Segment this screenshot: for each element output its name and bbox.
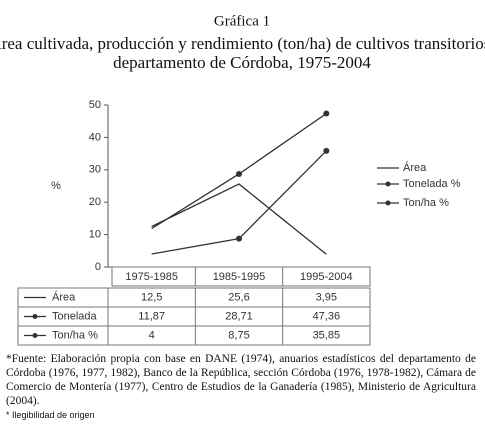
legend-marker xyxy=(32,333,38,338)
table-value: 35,85 xyxy=(313,329,341,341)
y-tick-label: 20 xyxy=(89,196,101,208)
table-value: 28,71 xyxy=(225,310,253,322)
x-tick-label: 1975-1985 xyxy=(125,271,178,283)
legend-marker xyxy=(32,314,38,319)
chart-title: Área cultivada, producción y rendimiento… xyxy=(0,34,485,72)
table-value: 11,87 xyxy=(138,310,165,322)
chart: Gráfica 1 Área cultivada, producción y r… xyxy=(0,13,485,346)
marker xyxy=(323,110,330,117)
table-value: 47,36 xyxy=(313,310,341,322)
x-tick-label: 1995-2004 xyxy=(300,271,353,283)
note: * Ilegibilidad de origen xyxy=(6,410,95,420)
category-header-box xyxy=(111,266,371,287)
row-label: Área xyxy=(52,290,76,303)
notes: *Fuente: Elaboración propia con base en … xyxy=(6,352,476,422)
legend-marker xyxy=(385,181,391,187)
row-label: Ton/ha % xyxy=(52,329,98,341)
title-line: Área cultivada, producción y rendimiento… xyxy=(0,34,485,53)
y-tick-label: 30 xyxy=(89,164,101,176)
note: *Fuente: Elaboración propia con base en … xyxy=(6,353,476,407)
marker xyxy=(323,147,330,154)
legend-label: Ton/ha % xyxy=(403,197,449,209)
y-tick-label: 0 xyxy=(95,261,101,273)
chart-heading: Gráfica 1 xyxy=(214,13,270,29)
table-value: 12,5 xyxy=(141,291,162,303)
legend-label: Área xyxy=(403,161,427,174)
marker xyxy=(236,170,242,177)
x-tick-label: 1985-1995 xyxy=(213,271,266,283)
y-tick-label: 50 xyxy=(89,99,101,111)
title-line: departamento de Córdoba, 1975-2004 xyxy=(113,53,371,72)
table-value: 8,75 xyxy=(228,329,249,341)
row-label: Tonelada xyxy=(52,310,98,322)
table-value: 25,6 xyxy=(228,291,249,303)
table-value: 4 xyxy=(149,329,155,341)
y-tick-label: 10 xyxy=(89,229,101,241)
series-line xyxy=(151,183,327,255)
table-box xyxy=(17,287,371,346)
legend-label: Tonelada % xyxy=(403,178,461,190)
table-value: 3,95 xyxy=(316,291,337,303)
y-tick-label: 40 xyxy=(89,131,101,143)
y-axis-label: % xyxy=(51,180,61,192)
marker xyxy=(236,235,242,242)
legend-marker xyxy=(385,200,391,206)
